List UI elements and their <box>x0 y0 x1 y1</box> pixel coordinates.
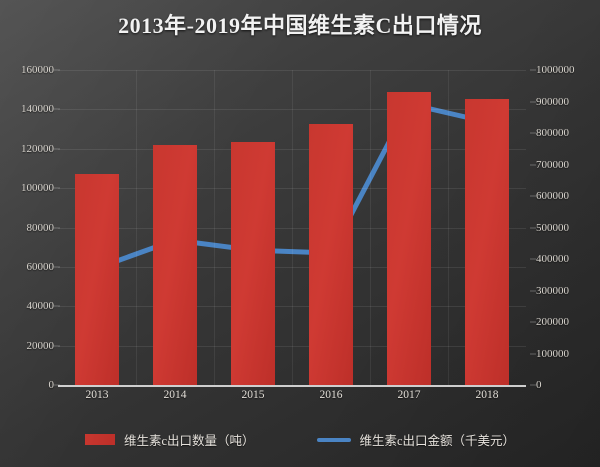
right-axis-tick-mark <box>530 195 536 197</box>
left-axis-tick-mark <box>54 305 60 307</box>
vertical-gridline <box>292 70 293 385</box>
right-axis-tick-label: 700000 <box>536 158 569 171</box>
left-axis-tick-label: 120000 <box>21 142 54 155</box>
right-axis-tick-label: 600000 <box>536 190 569 202</box>
category-axis: 2013 2014 2015 2016 2017 2018 <box>58 389 526 411</box>
left-axis-tick-label: 60000 <box>26 260 55 273</box>
left-axis-tick-label: 100000 <box>21 182 54 195</box>
right-axis-tick-label: 1000000 <box>536 64 575 76</box>
left-value-axis: 0 20000 40000 60000 80000 100000 120000 140000 1… <box>0 64 60 391</box>
right-axis-tick-label: 200000 <box>536 316 569 328</box>
gridline <box>58 148 526 150</box>
right-axis-tick-mark <box>530 132 536 134</box>
gridline <box>58 345 526 347</box>
gridline <box>58 109 526 111</box>
legend-bar-swatch-icon <box>84 434 115 445</box>
axis-baseline <box>58 385 526 387</box>
right-axis-tick-mark <box>530 353 536 354</box>
legend-label-amount: 维生素c出口金额（千美元） <box>359 434 516 448</box>
left-axis-tick-mark <box>54 108 60 110</box>
x-axis-label-2018: 2018 <box>475 389 499 401</box>
right-axis-tick-mark <box>530 101 536 102</box>
left-axis-tick-mark <box>54 187 60 189</box>
left-axis-tick-mark <box>54 148 60 150</box>
right-axis-tick-label: 300000 <box>536 284 569 297</box>
right-axis-tick-label: 0 <box>536 379 542 391</box>
left-axis-tick-label: 80000 <box>26 221 55 234</box>
left-axis-tick-label: 0 <box>48 379 55 391</box>
left-axis-tick-label: 20000 <box>26 339 55 352</box>
x-axis-label-2017: 2017 <box>397 389 421 401</box>
x-axis-label-2016: 2016 <box>319 389 343 401</box>
vertical-gridline <box>370 70 371 385</box>
legend-item-amount[interactable]: 维生素c出口金额（千美元） <box>316 430 516 449</box>
vertical-gridline <box>214 70 215 385</box>
bar-2015[interactable] <box>231 142 275 385</box>
left-axis-tick-mark <box>54 384 60 386</box>
x-axis-label-2013: 2013 <box>85 389 109 401</box>
bar-2013[interactable] <box>75 173 119 385</box>
left-axis-tick-label: 40000 <box>26 300 55 313</box>
legend-label-quantity: 维生素c出口数量（吨） <box>123 434 255 448</box>
right-value-axis: 0 100000 200000 300000 400000 500000 600000 700… <box>530 64 596 391</box>
left-axis-tick-label: 160000 <box>21 64 54 76</box>
left-axis-tick-mark <box>54 266 60 268</box>
chart-title: 2013年-2019年中国维生素C出口情况 <box>118 13 482 38</box>
gridline <box>58 70 526 71</box>
right-axis-tick-mark <box>530 227 536 228</box>
right-axis-tick-mark <box>530 258 536 260</box>
left-axis-tick-label: 140000 <box>21 103 54 116</box>
bar-2016[interactable] <box>309 124 353 385</box>
gridline <box>58 227 526 229</box>
left-axis-tick-mark <box>54 69 60 71</box>
right-axis-tick-mark <box>530 69 536 71</box>
gridline <box>58 306 526 308</box>
gridline <box>58 188 526 190</box>
right-axis-tick-mark <box>530 384 536 386</box>
plot-area <box>58 70 526 387</box>
vertical-gridline <box>448 70 449 385</box>
legend-item-quantity[interactable]: 维生素c出口数量（吨） <box>84 430 255 449</box>
bar-2018[interactable] <box>465 99 509 385</box>
bar-2017[interactable] <box>387 92 431 385</box>
right-axis-tick-label: 800000 <box>536 127 569 139</box>
right-axis-tick-label: 500000 <box>536 221 569 234</box>
x-axis-label-2015: 2015 <box>241 389 265 401</box>
vertical-gridline <box>136 70 137 385</box>
right-axis-tick-mark <box>530 164 536 165</box>
x-axis-label-2014: 2014 <box>163 389 187 401</box>
gridline <box>58 266 526 268</box>
chart-legend: 维生素c出口数量（吨） 维生素c出口金额（千美元） <box>0 430 600 449</box>
left-axis-tick-mark <box>54 345 60 347</box>
legend-line-swatch-icon <box>316 437 351 442</box>
right-axis-tick-label: 100000 <box>536 347 569 360</box>
left-axis-tick-mark <box>54 227 60 228</box>
bar-2014[interactable] <box>153 145 197 385</box>
right-axis-tick-label: 400000 <box>536 253 569 265</box>
right-axis-tick-mark <box>530 321 536 323</box>
right-axis-tick-mark <box>530 290 536 291</box>
right-axis-tick-label: 900000 <box>536 95 569 108</box>
